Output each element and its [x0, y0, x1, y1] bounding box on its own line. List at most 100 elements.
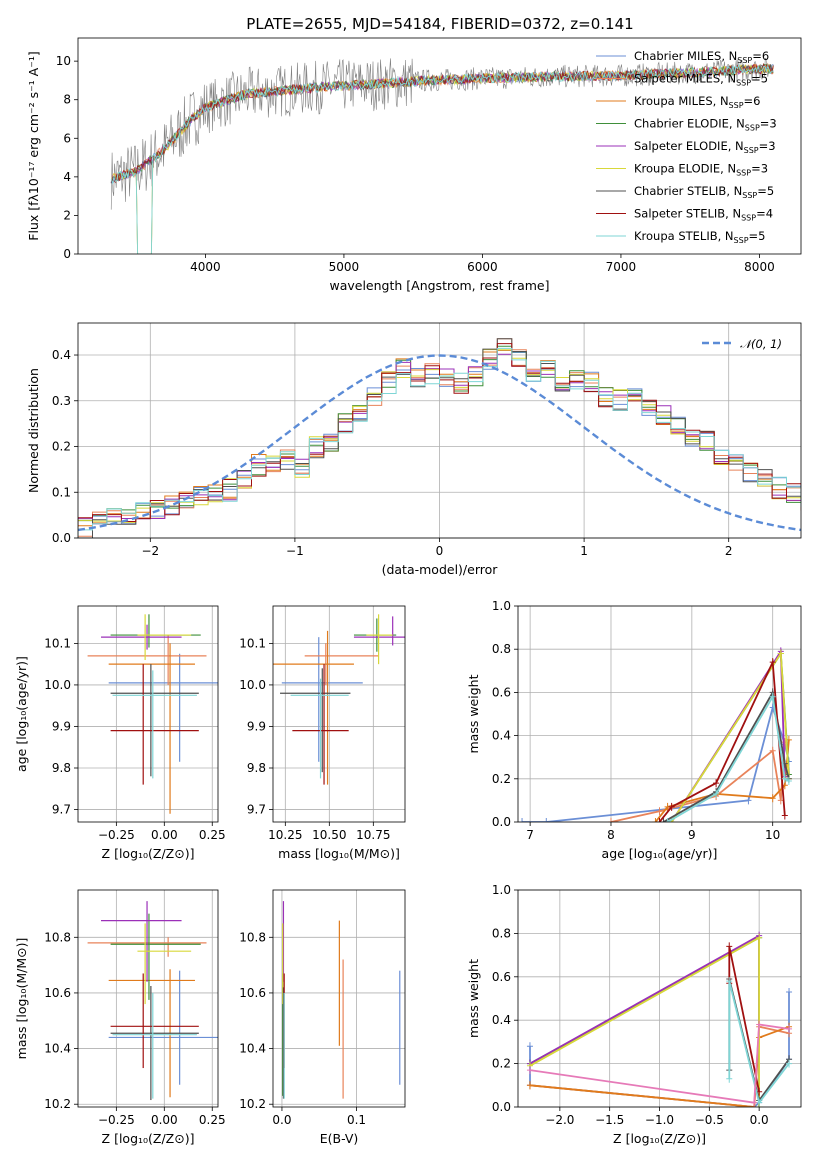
mass-weight-point	[607, 818, 614, 822]
x-tick-label: 7	[526, 828, 534, 842]
y-tick-label: 0.6	[492, 685, 511, 699]
x-tick-label: 8	[607, 828, 615, 842]
mass-weight-point	[781, 774, 788, 783]
x-tick-label: 7000	[606, 260, 637, 274]
x-axis-label: Z [log₁₀(Z/Z⊙)]	[102, 846, 195, 861]
y-tick-label: 0.0	[492, 1100, 511, 1114]
mass-weight-point	[526, 1042, 533, 1051]
mass-weight-point	[726, 942, 733, 951]
panel-mass-weight-vs-Z: −2.0 −1.5 −1.0 −0.5 0.0 0.0 0.2 0.4 0.6 0.8 1.0 Z […	[466, 883, 802, 1146]
histogram-step	[78, 347, 801, 538]
plot-area	[78, 338, 801, 538]
plot-area	[110, 57, 774, 254]
mass-weight-point	[664, 818, 671, 822]
y-tick-label: 10.6	[239, 986, 266, 1000]
x-axis-label: age [log₁₀(age/yr)]	[602, 846, 718, 861]
legend-label: Chabrier MILES, NSSP=6	[634, 49, 769, 65]
legend-label: Salpeter ELODIE, NSSP=3	[634, 139, 776, 155]
panel-age-vs-mass: 10.25 10.50 10.75 9.7 9.8 9.9 10.0 10.1 mass [lo…	[239, 605, 406, 861]
x-tick-label: 5000	[329, 260, 360, 274]
mass-weight-point	[656, 818, 663, 822]
x-tick-label: 0.25	[199, 1113, 226, 1127]
y-tick-label: 0.0	[52, 531, 71, 545]
y-tick-label: 4	[63, 170, 71, 184]
y-tick-label: 10.4	[239, 1042, 266, 1056]
plot-area	[519, 647, 792, 822]
x-tick-label: 8000	[744, 260, 775, 274]
x-tick-label: −0.25	[98, 828, 135, 842]
axes-frame	[272, 889, 406, 1108]
mass-weight-line	[529, 1023, 790, 1104]
y-axis-label: Normed distribution	[26, 368, 41, 493]
plot-area	[282, 901, 401, 1099]
legend-label: 𝒩(0, 1)	[740, 337, 782, 351]
x-tick-label: 10.50	[312, 828, 346, 842]
mass-weight-point	[745, 796, 752, 805]
x-tick-label: 1	[580, 544, 588, 558]
y-tick-label: 8	[63, 93, 71, 107]
x-tick-label: −1.5	[595, 1113, 624, 1127]
y-tick-label: 0.2	[492, 1057, 511, 1071]
x-tick-label: −1.0	[645, 1113, 674, 1127]
legend-label: Chabrier STELIB, NSSP=5	[634, 184, 774, 200]
panel-spectrum: Chabrier MILES, NSSP=6 Salpeter MILES, NS…	[26, 37, 802, 293]
mass-weight-line	[610, 742, 786, 822]
figure-title: PLATE=2655, MJD=54184, FIBERID=0372, z=0…	[246, 15, 633, 33]
mass-weight-point	[769, 692, 776, 701]
y-tick-label: 9.8	[247, 761, 266, 775]
mass-weight-point	[769, 794, 776, 803]
y-tick-label: 0.4	[492, 1013, 511, 1027]
y-tick-label: 10.0	[44, 678, 71, 692]
x-tick-label: −2.0	[545, 1113, 574, 1127]
y-tick-label: 0.4	[52, 348, 71, 362]
mass-weight-line	[728, 946, 760, 1092]
mass-weight-point	[769, 746, 776, 755]
gaussian-curve	[78, 354, 801, 532]
axes-frame	[272, 605, 406, 823]
x-axis-label: wavelength [Angstrom, rest frame]	[329, 278, 549, 293]
mass-weight-point	[781, 811, 788, 820]
x-tick-label: 10.75	[356, 828, 390, 842]
x-tick-label: −0.5	[695, 1113, 724, 1127]
y-axis-label: mass weight	[466, 674, 481, 753]
plot-area	[526, 931, 793, 1107]
mass-weight-line	[529, 936, 760, 1107]
y-axis-label: mass weight	[466, 959, 481, 1038]
mass-weight-point	[519, 818, 526, 822]
y-tick-label: 10.0	[239, 678, 266, 692]
panel-residual-histogram: 𝒩(0, 1) −2 −1 0 1 2 0.0 0.1 0.2 0.3 0.4 (data-model…	[26, 322, 802, 577]
mass-weight-point	[786, 1059, 793, 1068]
plot-area	[87, 901, 218, 1101]
panel-mass-weight-vs-age: 7 8 9 10 0.0 0.2 0.4 0.6 0.8 1.0 age [log₁₀(age/yr…	[466, 599, 802, 861]
x-tick-label: 9	[688, 828, 696, 842]
y-tick-label: 10.2	[239, 1097, 266, 1111]
mass-weight-line	[529, 992, 790, 1107]
y-tick-label: 2	[63, 208, 71, 222]
axes-frame	[77, 605, 219, 823]
y-tick-label: 0.4	[492, 729, 511, 743]
panel-mass-vs-EBV: 0.0 0.1 10.2 10.4 10.6 10.8 E(B-V)	[239, 889, 406, 1146]
x-tick-label: 10	[765, 828, 780, 842]
mass-weight-point	[713, 789, 720, 798]
y-tick-label: 9.9	[247, 719, 266, 733]
mass-weight-point	[526, 1066, 533, 1075]
x-tick-label: 4000	[190, 260, 221, 274]
y-axis-label: mass [log₁₀(M/M⊙)]	[14, 938, 29, 1060]
plot-area	[273, 614, 405, 785]
mass-weight-line	[728, 980, 790, 1105]
mass-weight-point	[656, 807, 663, 816]
y-tick-label: 9.7	[247, 803, 266, 817]
panel-mass-vs-Z: −0.25 0.00 0.25 10.2 10.4 10.6 10.8 Z [log₁₀(Z/…	[14, 889, 226, 1146]
x-tick-label: 6000	[467, 260, 498, 274]
y-tick-label: 10.8	[44, 930, 71, 944]
mass-weight-point	[668, 802, 675, 811]
x-tick-label: 0.00	[151, 828, 178, 842]
x-tick-label: 0.0	[272, 1113, 291, 1127]
panel-age-vs-Z: −0.25 0.00 0.25 9.7 9.8 9.9 10.0 10.1 Z [log₁₀(Z…	[14, 605, 226, 861]
y-tick-label: 0.2	[52, 440, 71, 454]
axes-frame	[77, 37, 802, 255]
y-tick-label: 1.0	[492, 599, 511, 613]
mass-weight-point	[660, 818, 667, 822]
y-tick-label: 0	[63, 247, 71, 261]
